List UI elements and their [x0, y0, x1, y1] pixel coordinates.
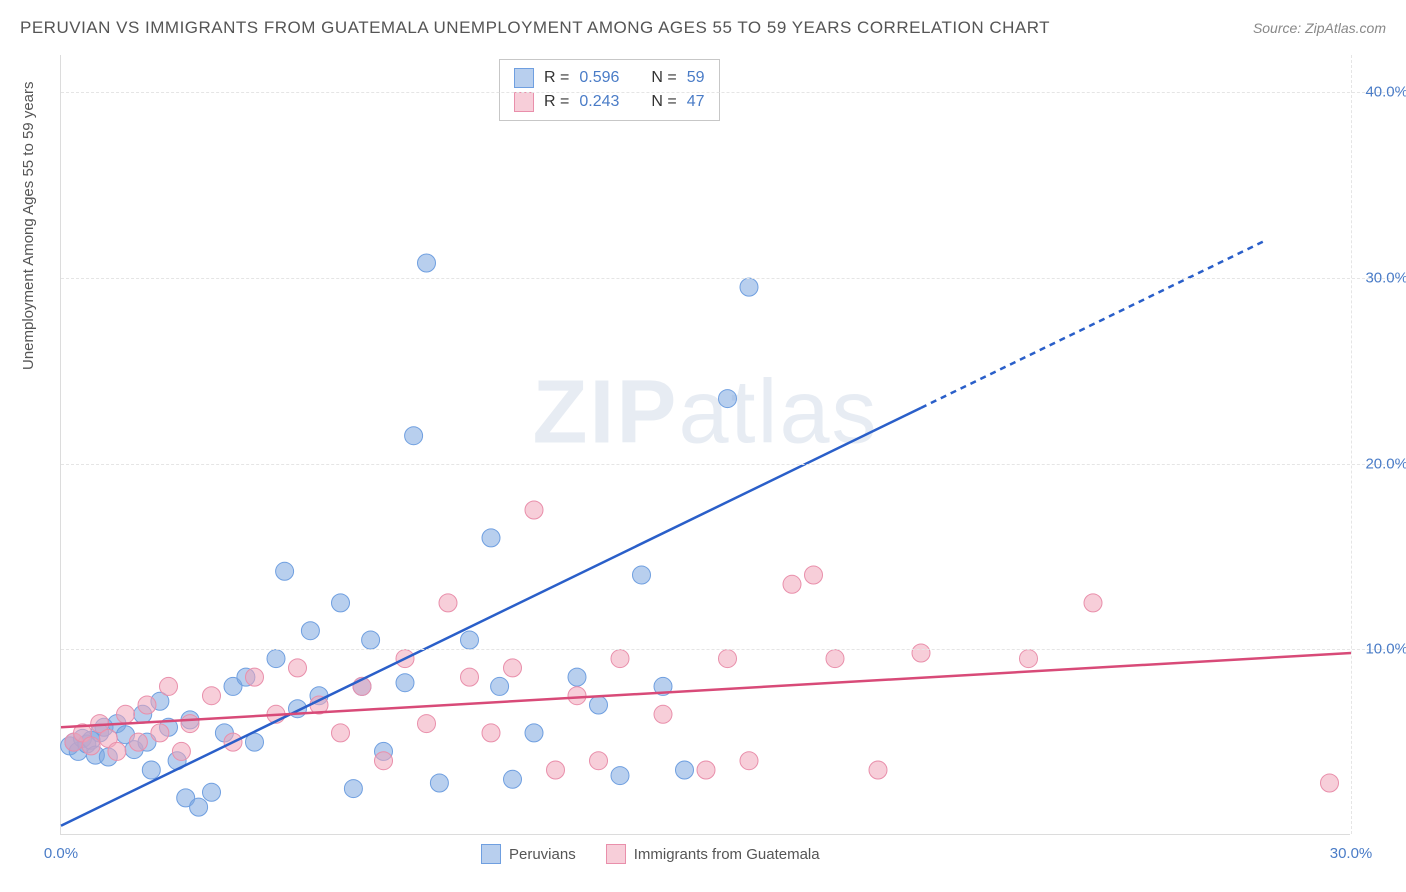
xtick-label: 30.0% [1330, 845, 1373, 862]
swatch-series1 [481, 844, 501, 864]
swatch-series2 [514, 92, 534, 112]
ytick-label: 30.0% [1365, 269, 1406, 286]
ytick-label: 40.0% [1365, 84, 1406, 101]
legend-label-1: Peruvians [509, 846, 576, 863]
swatch-series1 [514, 68, 534, 88]
chart-svg [61, 55, 1350, 834]
xtick-label: 0.0% [44, 845, 78, 862]
n-value-2: 47 [687, 93, 705, 111]
n-value-1: 59 [687, 69, 705, 87]
r-value-2: 0.243 [579, 93, 619, 111]
n-label: N = [651, 69, 676, 87]
ytick-label: 10.0% [1365, 641, 1406, 658]
stats-box: R = 0.596 N = 59 R = 0.243 N = 47 [499, 59, 720, 121]
legend: Peruvians Immigrants from Guatemala [481, 844, 820, 864]
ytick-label: 20.0% [1365, 455, 1406, 472]
source-label: Source: ZipAtlas.com [1253, 20, 1386, 36]
y-axis-label: Unemployment Among Ages 55 to 59 years [20, 81, 37, 370]
n-label: N = [651, 93, 676, 111]
stats-row-series2: R = 0.243 N = 47 [514, 90, 705, 114]
swatch-series2 [606, 844, 626, 864]
r-label: R = [544, 69, 569, 87]
legend-item-2: Immigrants from Guatemala [606, 844, 820, 864]
chart-title: PERUVIAN VS IMMIGRANTS FROM GUATEMALA UN… [20, 18, 1050, 38]
stats-row-series1: R = 0.596 N = 59 [514, 66, 705, 90]
r-label: R = [544, 93, 569, 111]
legend-item-1: Peruvians [481, 844, 576, 864]
plot-area: ZIPatlas R = 0.596 N = 59 R = 0.243 N = … [60, 55, 1350, 835]
r-value-1: 0.596 [579, 69, 619, 87]
legend-label-2: Immigrants from Guatemala [634, 846, 820, 863]
